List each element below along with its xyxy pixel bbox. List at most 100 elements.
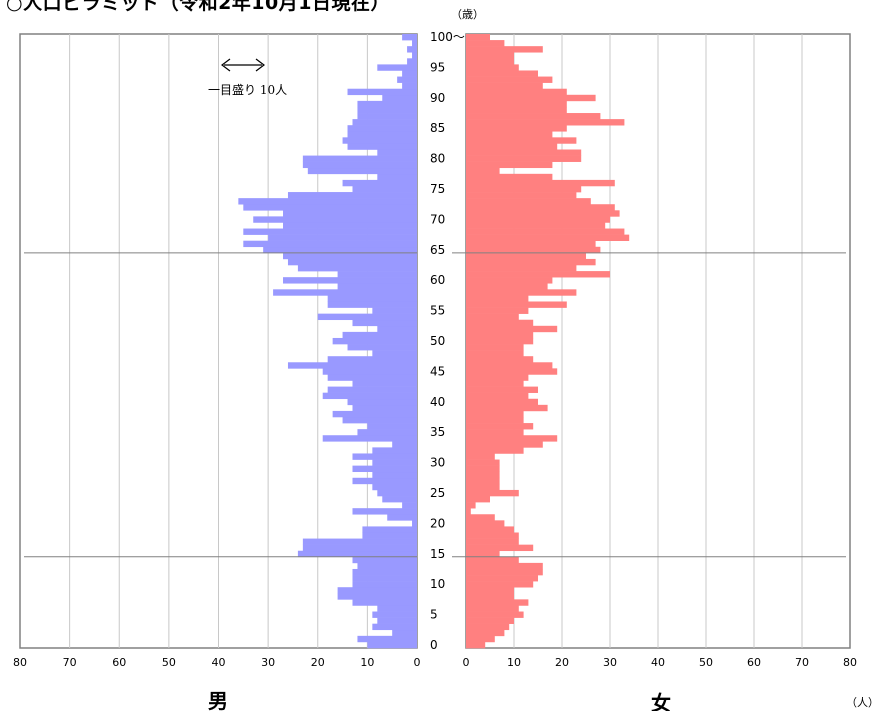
female-bar	[466, 562, 543, 570]
male-x-tick-label: 70	[63, 656, 77, 669]
male-bar	[347, 398, 417, 406]
male-bar	[392, 441, 417, 448]
male-bar	[412, 40, 417, 47]
female-bar	[466, 161, 553, 169]
female-bar	[466, 64, 519, 71]
female-bar	[466, 179, 615, 187]
female-bar	[466, 125, 567, 132]
male-bar	[342, 137, 417, 144]
female-bar	[466, 271, 610, 278]
age-tick-label: 75	[430, 182, 445, 196]
male-bar	[357, 113, 417, 120]
female-bar	[466, 210, 620, 217]
female-bar	[466, 192, 577, 199]
male-bar	[362, 532, 417, 539]
female-x-tick-label: 30	[603, 656, 617, 669]
female-bar	[466, 325, 558, 333]
male-bar	[352, 581, 417, 588]
female-bar	[466, 301, 567, 308]
male-bar	[377, 64, 417, 71]
female-bar	[466, 82, 543, 90]
male-bar	[372, 350, 417, 357]
female-bar	[466, 289, 577, 296]
age-tick-label: 60	[430, 273, 445, 287]
female-bar	[466, 34, 490, 41]
female-bar	[466, 40, 505, 47]
female-bar	[466, 453, 495, 460]
female-x-tick-label: 0	[463, 656, 470, 669]
male-bar	[352, 119, 417, 126]
male-bar	[263, 246, 417, 254]
female-bar	[466, 392, 529, 400]
age-tick-label: 15	[430, 547, 445, 561]
female-bar	[466, 362, 553, 369]
male-bar	[243, 240, 417, 248]
male-bar	[402, 70, 417, 77]
male-bar	[347, 344, 417, 351]
female-bar	[466, 459, 500, 466]
reference-lines	[24, 252, 846, 558]
male-bar	[287, 192, 417, 199]
female-bar	[466, 185, 582, 193]
female-bar	[466, 489, 519, 497]
female-x-tick-label: 40	[651, 656, 665, 669]
age-tick-label: 25	[430, 486, 445, 500]
female-bar	[466, 265, 577, 272]
male-bar	[377, 149, 417, 156]
male-bar	[307, 167, 417, 175]
male-bar	[367, 641, 417, 649]
female-bar	[466, 416, 524, 424]
female-bar	[466, 410, 524, 418]
female-bar	[466, 113, 601, 120]
male-bar	[357, 562, 417, 570]
female-bar	[466, 496, 490, 503]
female-bar	[466, 508, 471, 515]
female-bar	[466, 106, 567, 114]
age-tick-label: 0	[430, 638, 438, 652]
female-bar	[466, 234, 630, 241]
female-bar	[466, 623, 510, 631]
female-bar	[466, 100, 567, 108]
age-tick-label: 70	[430, 212, 445, 226]
female-bar	[466, 611, 524, 618]
count-unit-label: （人）	[846, 696, 879, 709]
female-bar	[466, 246, 601, 254]
male-bar	[372, 447, 417, 454]
female-bar	[466, 587, 514, 594]
male-bar	[243, 204, 417, 211]
male-bar	[377, 173, 417, 181]
male-bar	[268, 234, 417, 241]
male-bar	[297, 265, 417, 272]
male-x-tick-label: 60	[112, 656, 126, 669]
female-bar	[466, 52, 514, 59]
female-bar	[466, 374, 529, 381]
chart-title: ○人口ピラミッド（令和2年10月1日現在）	[6, 0, 390, 14]
male-bar	[283, 222, 417, 229]
male-bar	[302, 155, 417, 162]
female-bar	[466, 58, 514, 65]
female-bar	[466, 155, 582, 162]
female-bar	[466, 356, 534, 363]
female-bar	[466, 252, 586, 260]
male-bar	[357, 106, 417, 114]
male-bar	[337, 593, 417, 600]
female-bar	[466, 514, 495, 521]
female-bar	[466, 70, 538, 77]
female-bar	[466, 131, 553, 138]
female-bar	[466, 398, 538, 406]
male-bar	[352, 404, 417, 412]
female-x-tick-label: 80	[843, 656, 857, 669]
male-bar	[392, 629, 417, 637]
age-unit-label: （歳）	[451, 8, 484, 21]
female-bar	[466, 520, 505, 527]
female-bar	[466, 581, 534, 588]
male-bar	[407, 58, 417, 65]
male-x-tick-label: 40	[212, 656, 226, 669]
male-bar	[357, 635, 417, 643]
age-tick-label: 100～	[430, 30, 465, 44]
female-bar	[466, 319, 534, 327]
male-bar	[332, 337, 417, 345]
female-bar	[466, 544, 534, 552]
scale-arrow-icon	[221, 58, 265, 72]
